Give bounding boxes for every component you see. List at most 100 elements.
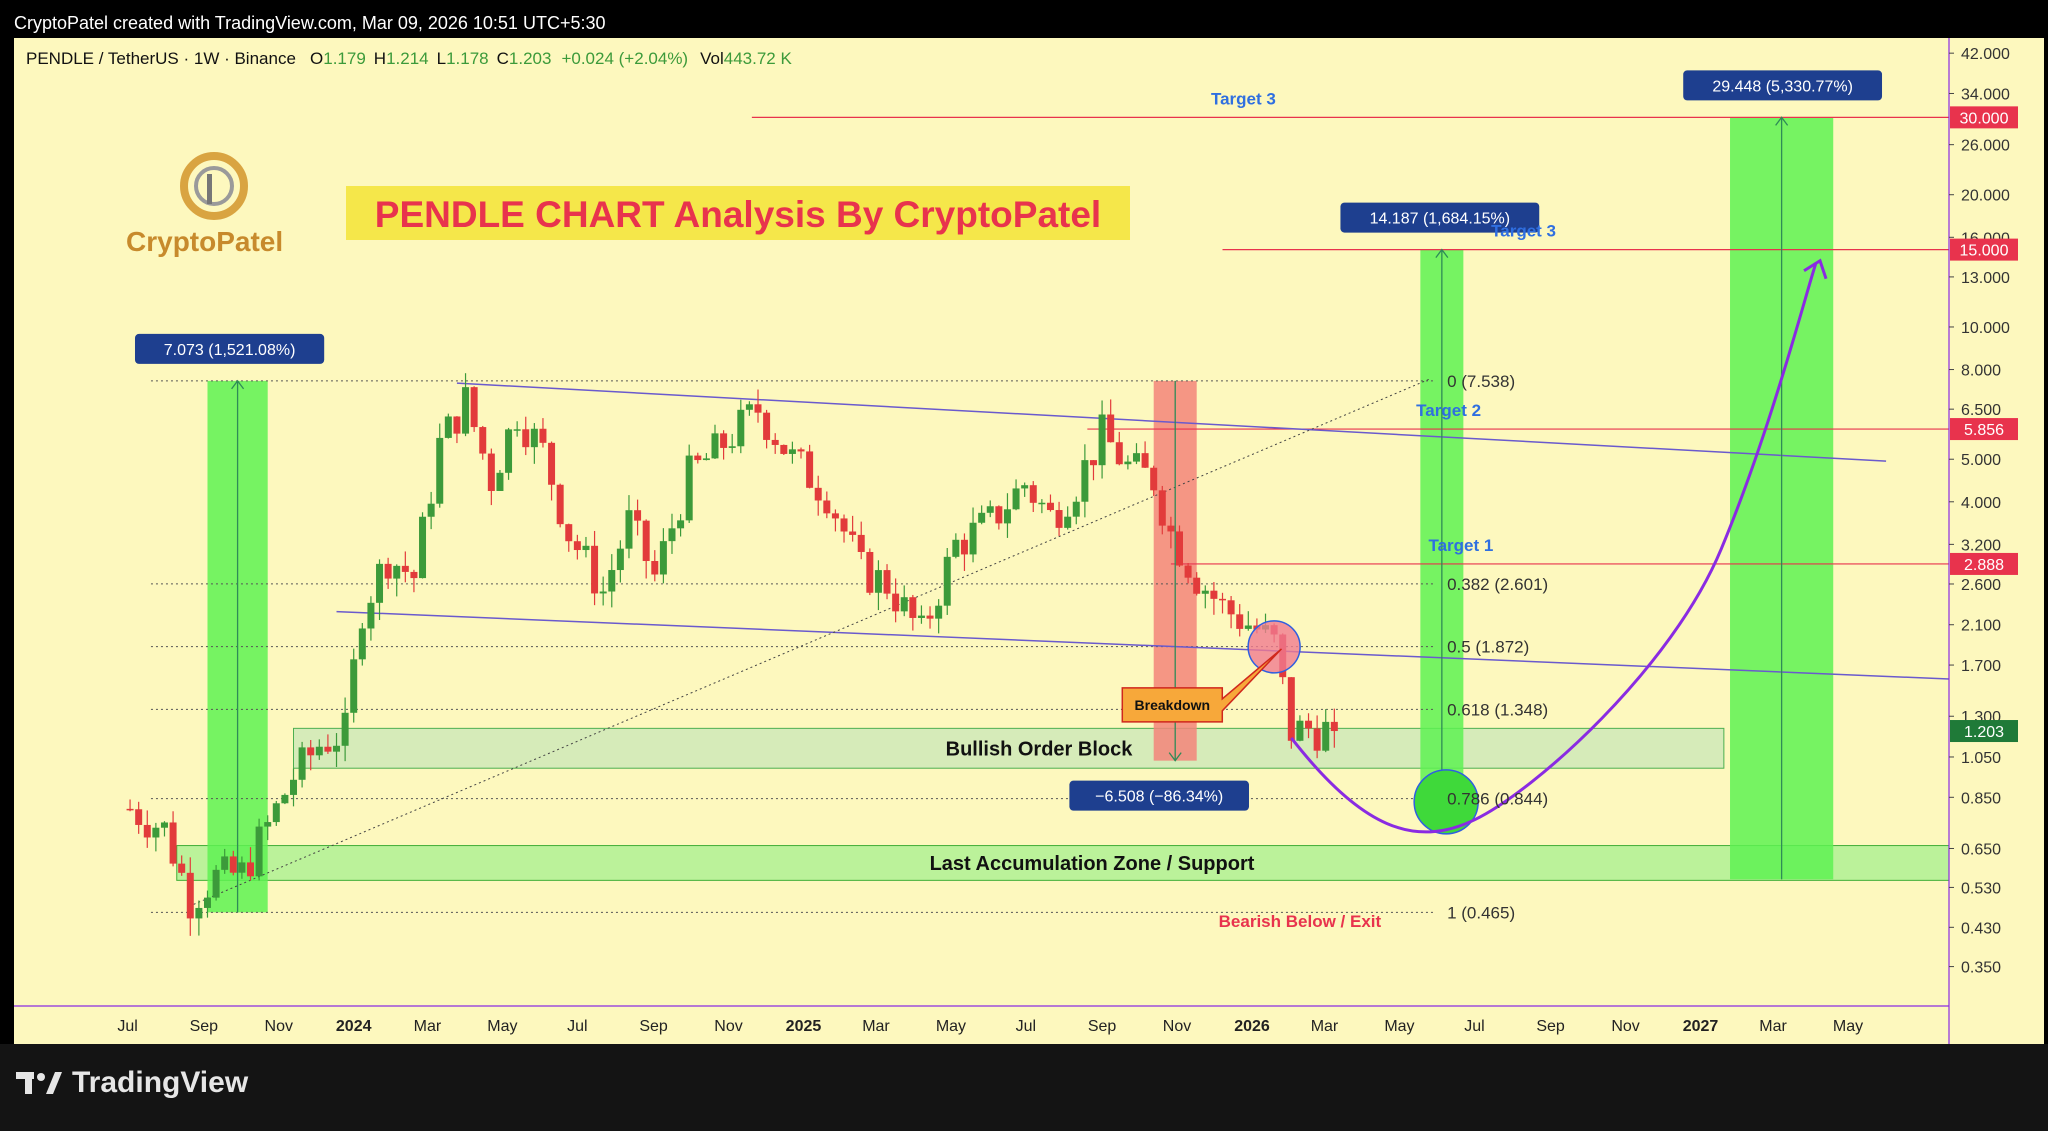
candle-body [221, 856, 229, 870]
candle-body [840, 518, 848, 532]
time-tick-label-23: May [1833, 1018, 1863, 1035]
candle-body [642, 520, 650, 562]
price-tick-label-5: 13.000 [1961, 270, 2010, 287]
candle-body [995, 506, 1003, 524]
fib-label-1: 0.382 (2.601) [1447, 575, 1548, 594]
candle-body [909, 597, 917, 618]
candle-body [1296, 720, 1304, 741]
legend-vol-value: 443.72 K [724, 49, 793, 68]
candle-body [1107, 414, 1115, 443]
candle-body [780, 444, 788, 454]
candle-body [1305, 720, 1313, 729]
candle-body [659, 541, 667, 575]
attribution-text: CryptoPatel created with TradingView.com… [14, 13, 606, 33]
candle-body [298, 747, 306, 780]
candle-body [212, 869, 220, 898]
price-badge-target-1: 5.856 [1964, 422, 2004, 439]
candle-body [186, 872, 194, 919]
candle-body [978, 512, 986, 523]
channel-upper-line [456, 382, 1887, 462]
breakdown-text: Breakdown [1135, 697, 1210, 713]
breakdown-callout [1121, 648, 1283, 723]
candle-body [1012, 488, 1020, 510]
candle-body [806, 451, 814, 488]
title-banner [346, 186, 1130, 240]
candle-body [1046, 502, 1054, 511]
price-tick-label-18: 0.650 [1961, 841, 2001, 858]
measure-label-1-bg [134, 333, 325, 364]
candle-body [1313, 728, 1321, 751]
logo-coin-ring [180, 152, 248, 220]
candle-body [831, 513, 839, 519]
time-tick-label-10: Mar [862, 1018, 890, 1035]
price-tick-label-10: 4.000 [1961, 495, 2001, 512]
price-tick-label-11: 3.200 [1961, 537, 2001, 554]
candle-body [625, 510, 633, 549]
candle-body [823, 500, 831, 514]
price-tick-label-8: 6.500 [1961, 402, 2001, 419]
candle-body [1219, 598, 1227, 601]
candle-body [1201, 590, 1209, 594]
candle-body [513, 429, 521, 431]
logo-coin-bar [207, 174, 212, 204]
candle-body [1038, 502, 1046, 505]
target-label-3: Target 3 [1211, 89, 1276, 108]
candle-body [874, 570, 882, 593]
candle-body [917, 615, 925, 618]
candle-body [866, 551, 874, 593]
tradingview-icon [16, 1072, 62, 1094]
candle-body [754, 404, 762, 413]
candle-body [651, 561, 659, 575]
candle-body [290, 779, 298, 795]
time-tick-label-9: 2025 [786, 1018, 822, 1035]
legend-change: +0.024 (+2.04%) [561, 49, 688, 68]
time-tick-label-18: Jul [1464, 1018, 1484, 1035]
legend-symbol: PENDLE / TetherUS · 1W · Binance [26, 49, 296, 68]
time-tick-label-0: Jul [117, 1018, 137, 1035]
price-tick-label-14: 1.700 [1961, 658, 2001, 675]
price-tick-label-7: 8.000 [1961, 363, 2001, 380]
candle-body [427, 503, 435, 517]
cryptopatel-logo: CryptoPatel [126, 152, 283, 257]
measure-label-2: −6.508 (−86.34%) [1095, 789, 1223, 806]
candle-body [1081, 460, 1089, 502]
price-badge-target-0-bg [1950, 552, 2018, 575]
candle-body [797, 449, 805, 452]
candle-body [548, 442, 556, 485]
candle-body [315, 746, 323, 756]
candle-body [281, 794, 289, 804]
candle-body [952, 539, 960, 557]
target-label-2: Target 3 [1491, 222, 1556, 241]
candle-body [126, 808, 134, 811]
candle-body [333, 745, 341, 752]
candle-body [530, 428, 538, 448]
candle-body [393, 565, 401, 579]
tradingview-logo[interactable]: TradingView [16, 1066, 248, 1100]
candle-body [711, 433, 719, 459]
candle-body [1124, 461, 1132, 465]
candle-body [608, 570, 616, 592]
measure-label-1: 7.073 (1,521.08%) [164, 342, 296, 359]
measure-arrow-2-head [1435, 248, 1449, 258]
candle-body [599, 591, 607, 594]
price-tick-label-12: 2.600 [1961, 577, 2001, 594]
legend-open-label: O [310, 49, 323, 68]
target-label-0: Target 1 [1428, 536, 1493, 555]
time-tick-label-7: Sep [639, 1018, 668, 1035]
candle-body [892, 593, 900, 612]
price-chart[interactable]: 7.073 (1,521.08%) −6.508 (−86.34%) 14.187 … [14, 38, 2044, 1044]
projection-curve [1290, 262, 1818, 834]
chart-frame[interactable]: 7.073 (1,521.08%) −6.508 (−86.34%) 14.187 … [14, 38, 2044, 1044]
time-tick-label-13: Sep [1088, 1018, 1117, 1035]
candle-body [763, 412, 771, 440]
candle-body [203, 897, 211, 908]
time-tick-label-2: Nov [265, 1018, 293, 1035]
logo-wordmark: CryptoPatel [126, 226, 283, 257]
target-label-1: Target 2 [1416, 401, 1481, 420]
price-badge-current-bg [1950, 720, 2018, 743]
candle-body [1287, 677, 1295, 741]
candle-body [376, 563, 384, 603]
candle-body [677, 520, 685, 529]
candle-body [487, 453, 495, 491]
time-tick-label-21: 2027 [1683, 1018, 1719, 1035]
